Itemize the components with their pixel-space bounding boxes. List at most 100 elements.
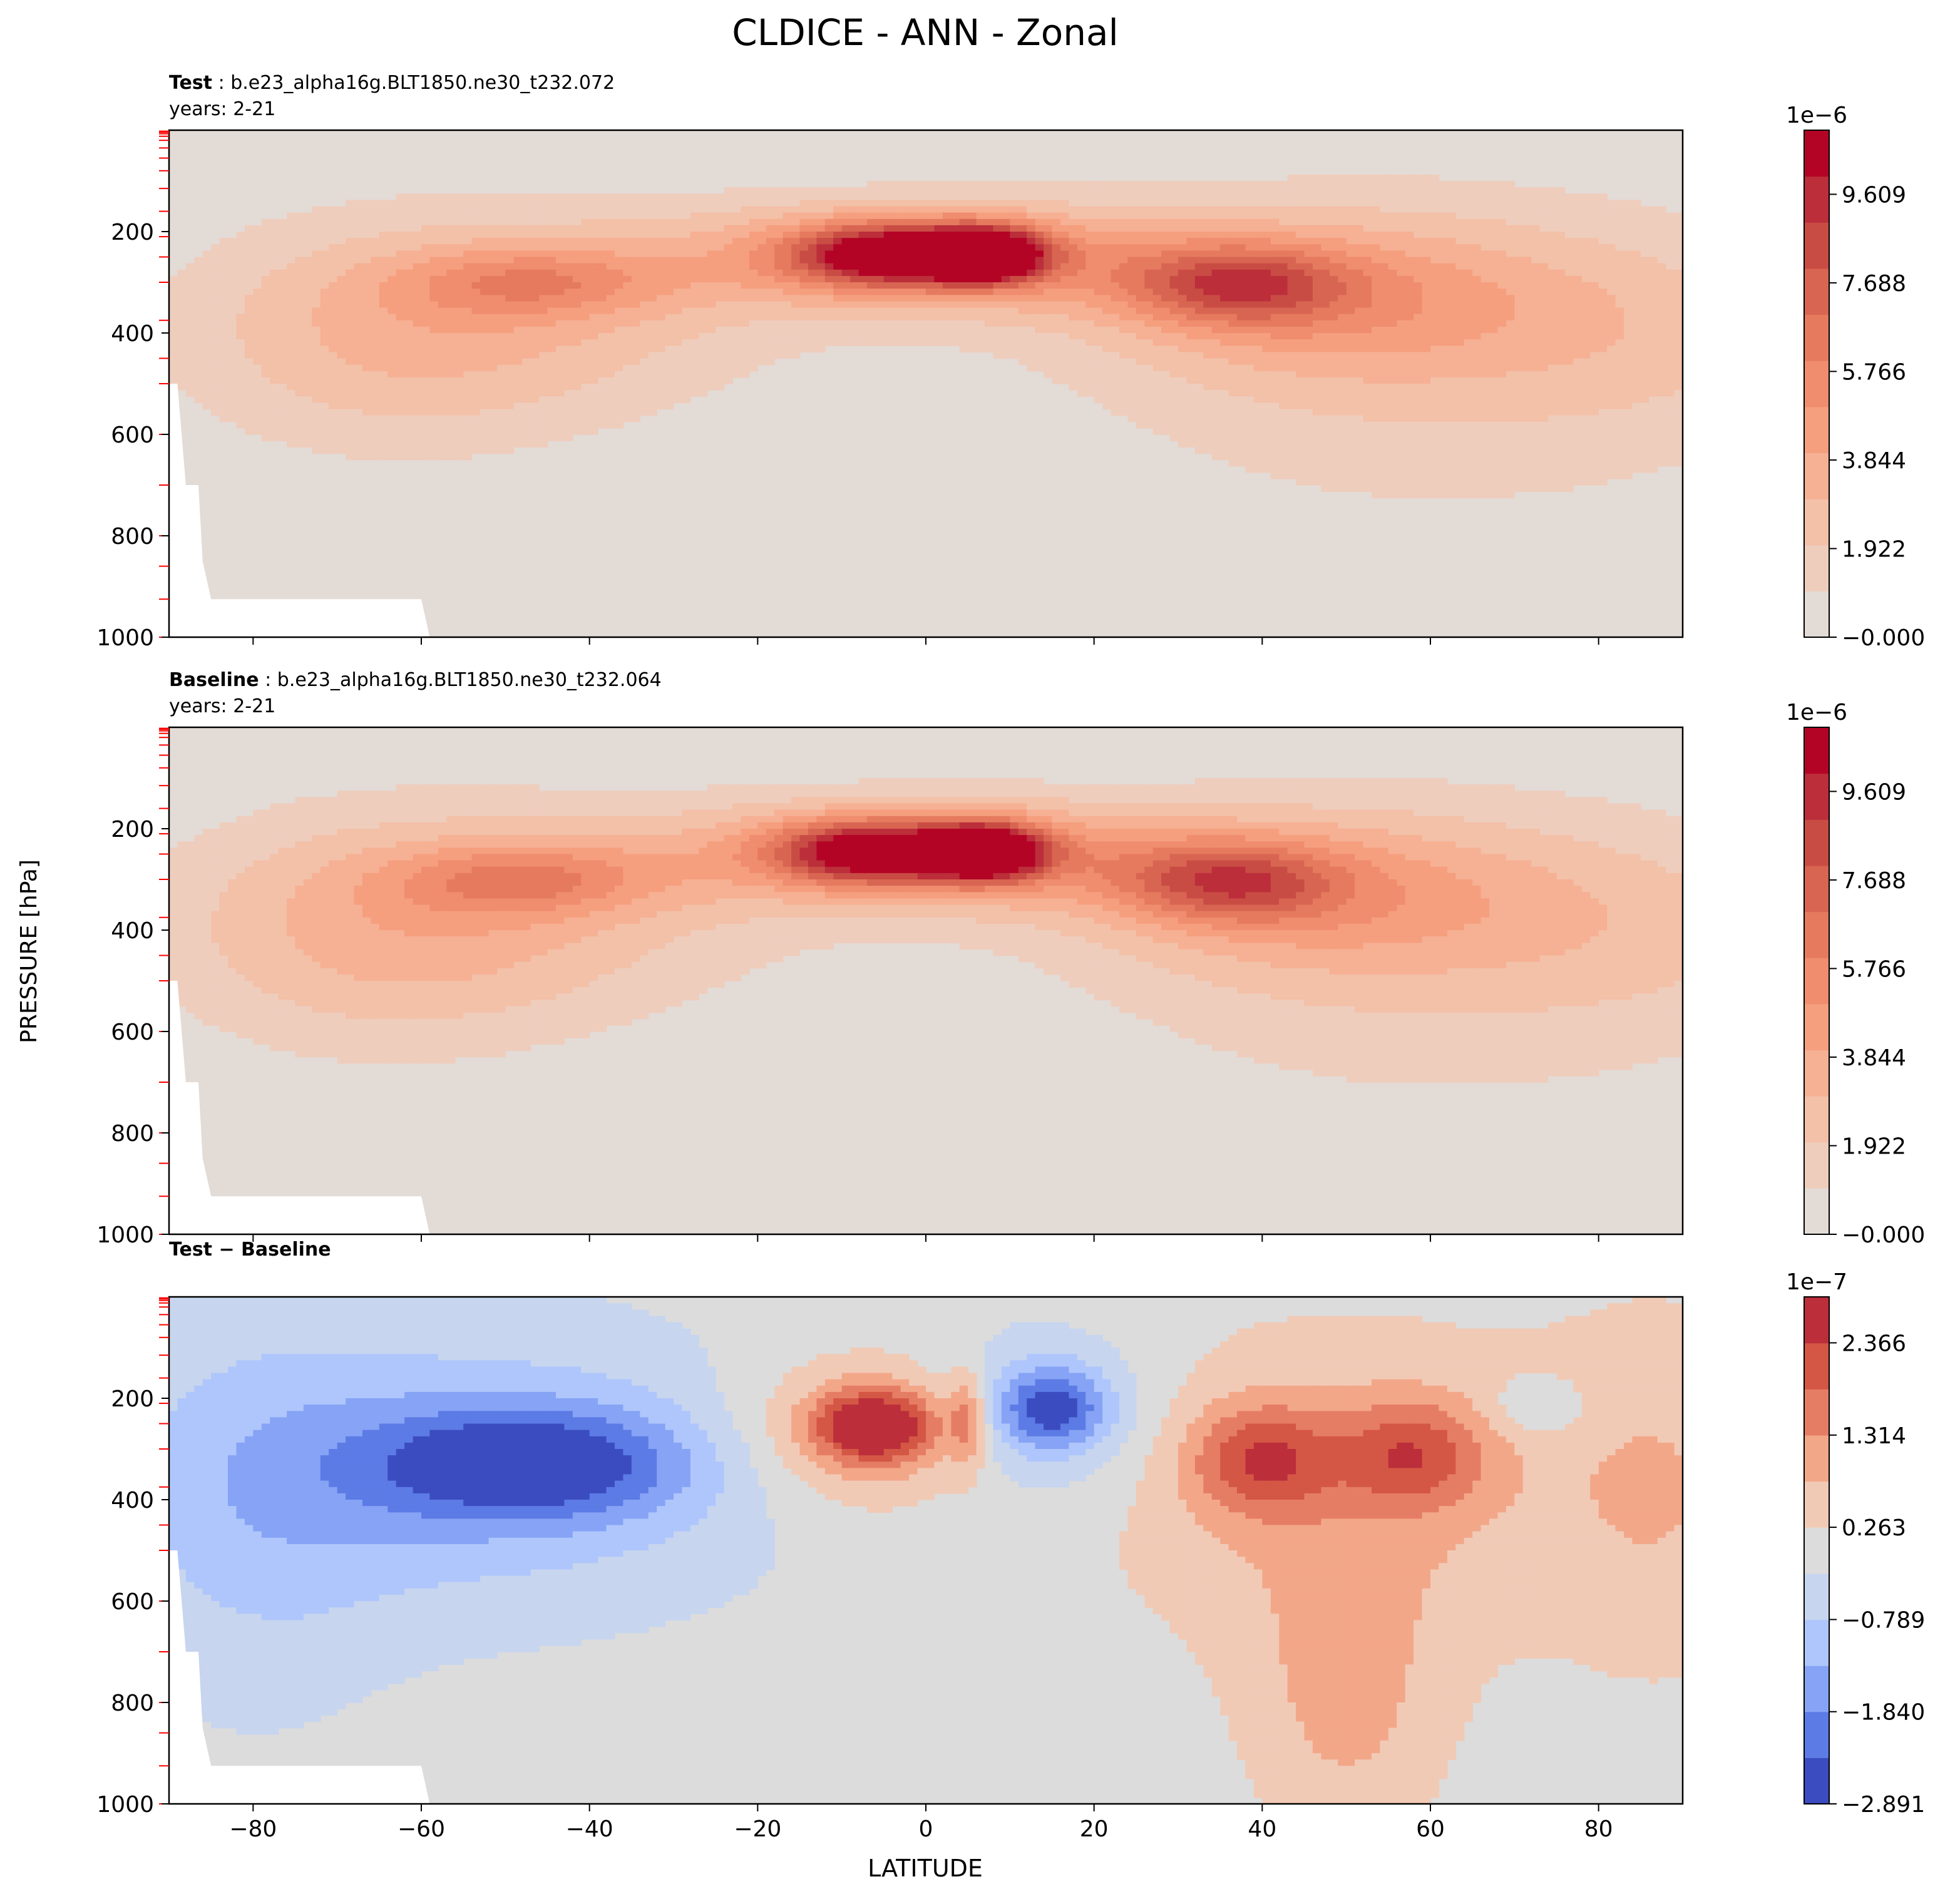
colorbar-swatch (1804, 773, 1829, 820)
colorbar-swatch (1804, 1003, 1829, 1050)
colorbar-swatch (1804, 1666, 1829, 1712)
contour-field (169, 727, 1683, 1234)
colorbar-tick-label: 0.263 (1842, 1515, 1906, 1541)
colorbar-swatch (1804, 1389, 1829, 1436)
colorbar-swatch (1804, 1435, 1829, 1482)
colorbar-tick-label: 9.609 (1842, 182, 1906, 208)
panel-baseline: Baseline : b.e23_alpha16g.BLT1850.ne30_t… (96, 669, 1925, 1248)
panel-title: Baseline : b.e23_alpha16g.BLT1850.ne30_t… (169, 669, 662, 691)
colorbar-swatch (1804, 1096, 1829, 1143)
colorbar-multiplier: 1e−7 (1786, 1269, 1847, 1295)
colorbar-tick-label: 3.844 (1842, 448, 1906, 474)
colorbar-swatch (1804, 591, 1829, 638)
colorbar-swatch (1804, 1711, 1829, 1758)
colorbar-swatch (1804, 1297, 1829, 1344)
colorbar-tick-label: 7.688 (1842, 271, 1906, 297)
x-tick-label: −20 (734, 1816, 781, 1842)
colorbar-multiplier: 1e−6 (1786, 103, 1847, 128)
colorbar-swatch (1804, 1142, 1829, 1189)
y-tick-label: 200 (111, 817, 154, 842)
colorbar-swatch (1804, 911, 1829, 958)
colorbar: 1e−7 −2.891 −1.840 −0.789 0.263 1.314 2.366 (1786, 1269, 1925, 1818)
y-tick-label: 1000 (96, 1222, 154, 1248)
colorbar-tick-label: 9.609 (1842, 779, 1906, 805)
colorbar: 1e−6 −0.000 1.922 3.844 5.766 7.688 9.609 (1786, 700, 1925, 1248)
contour-field (169, 1297, 1683, 1804)
colorbar-multiplier: 1e−6 (1786, 700, 1847, 725)
colorbar-tick-label: −0.789 (1842, 1607, 1925, 1633)
colorbar-frame (1804, 727, 1830, 1235)
colorbar-swatch (1804, 1527, 1829, 1574)
colorbar-swatch (1804, 176, 1829, 223)
colorbar-tick-label: 5.766 (1842, 359, 1906, 385)
y-tick-label: 1000 (96, 1792, 154, 1818)
panel-test: Test : b.e23_alpha16g.BLT1850.ne30_t232.… (96, 72, 1925, 651)
colorbar-swatch (1804, 1188, 1829, 1235)
y-tick-label: 1000 (96, 625, 154, 651)
y-tick-label: 200 (111, 1386, 154, 1412)
colorbar-tick-label: 5.766 (1842, 956, 1906, 982)
terrain-mask (169, 981, 430, 1234)
panel-title: Test − Baseline (169, 1239, 331, 1261)
colorbar-tick-label: 1.922 (1842, 1134, 1906, 1159)
panel-title-rest: : b.e23_alpha16g.BLT1850.ne30_t232.064 (259, 669, 662, 691)
colorbar-swatch (1804, 819, 1829, 866)
panel-years: years: 2-21 (169, 695, 275, 717)
colorbar: 1e−6 −0.000 1.922 3.844 5.766 7.688 9.609 (1786, 103, 1925, 651)
colorbar-tick-label: 1.314 (1842, 1423, 1906, 1449)
colorbar-tick-label: −2.891 (1842, 1792, 1925, 1818)
panel-title-bold: Test − Baseline (169, 1239, 331, 1261)
colorbar-frame (1804, 1296, 1830, 1804)
colorbar-swatch (1804, 1573, 1829, 1620)
colorbar-swatch (1804, 406, 1829, 453)
colorbar-tick-label: 3.844 (1842, 1045, 1906, 1071)
colorbar-swatch (1804, 1343, 1829, 1390)
y-tick-label: 600 (111, 1020, 154, 1045)
colorbar-swatch (1804, 314, 1829, 361)
x-tick-label: 40 (1248, 1816, 1276, 1842)
colorbar-swatch (1804, 499, 1829, 546)
x-tick-label: 80 (1584, 1816, 1613, 1842)
contour-field (169, 130, 1683, 637)
y-tick-label: 800 (111, 1691, 154, 1716)
y-tick-label: 200 (111, 220, 154, 245)
colorbar-frame (1804, 130, 1830, 638)
panels: Test : b.e23_alpha16g.BLT1850.ne30_t232.… (96, 72, 1925, 1842)
panel-diff: Test − Baseline 200 400 600 800 1000 −80 −60 −40… (96, 1239, 1925, 1842)
colorbar-swatch (1804, 222, 1829, 269)
y-tick-label: 600 (111, 422, 154, 448)
colorbar-tick-label: 2.366 (1842, 1331, 1906, 1356)
colorbar-swatch (1804, 268, 1829, 315)
colorbar-swatch (1804, 361, 1829, 407)
x-axis-label: LATITUDE (868, 1855, 983, 1882)
x-tick-label: 20 (1080, 1816, 1109, 1842)
colorbar-swatch (1804, 958, 1829, 1005)
colorbar-swatch (1804, 1758, 1829, 1804)
colorbar-swatch (1804, 1050, 1829, 1097)
terrain-mask (169, 1550, 430, 1804)
colorbar-swatch (1804, 727, 1829, 774)
colorbar-tick-label: −0.000 (1842, 1222, 1925, 1248)
colorbar-tick-label: −0.000 (1842, 625, 1925, 651)
colorbar-swatch (1804, 130, 1829, 177)
panel-years: years: 2-21 (169, 98, 275, 120)
x-tick-label: −60 (398, 1816, 445, 1842)
y-tick-label: 800 (111, 524, 154, 550)
y-tick-label: 600 (111, 1589, 154, 1615)
y-tick-label: 400 (111, 918, 154, 944)
terrain-mask (169, 384, 430, 637)
y-tick-label: 800 (111, 1121, 154, 1147)
colorbar-swatch (1804, 453, 1829, 499)
colorbar-tick-label: 7.688 (1842, 868, 1906, 894)
colorbar-tick-label: 1.922 (1842, 536, 1906, 562)
y-tick-label: 400 (111, 1488, 154, 1513)
colorbar-tick-label: −1.840 (1842, 1700, 1925, 1726)
x-tick-label: −80 (229, 1816, 277, 1842)
panel-title-rest: : b.e23_alpha16g.BLT1850.ne30_t232.072 (212, 72, 615, 94)
y-axis-label: PRESSURE [hPa] (16, 859, 42, 1043)
x-tick-label: −40 (566, 1816, 613, 1842)
colorbar-swatch (1804, 865, 1829, 913)
colorbar-swatch (1804, 545, 1829, 591)
x-tick-label: 60 (1416, 1816, 1445, 1842)
